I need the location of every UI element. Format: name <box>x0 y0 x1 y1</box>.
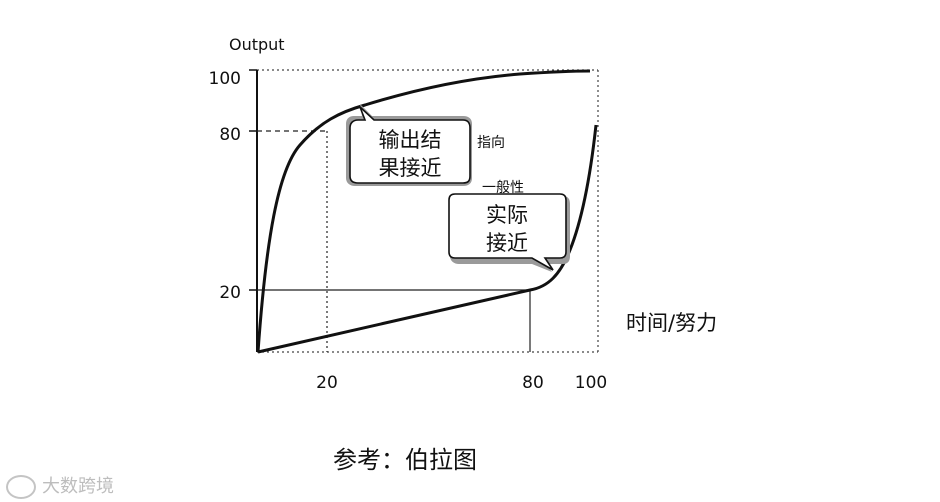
callout-lower <box>448 193 570 272</box>
callout-lower-line1: 实际 <box>486 203 528 227</box>
x-axis-label: 时间/努力 <box>626 311 717 335</box>
figure-caption: 参考：伯拉图 <box>333 446 477 474</box>
callout-lower-line2: 接近 <box>486 231 528 255</box>
x-tick-label-80: 80 <box>522 373 544 393</box>
y-axis-label: Output <box>229 35 285 54</box>
y-tick-label-20: 20 <box>219 283 241 303</box>
callout-upper-body <box>349 106 471 184</box>
x-tick-label-100: 100 <box>575 373 607 393</box>
x-tick-label-20: 20 <box>316 373 338 393</box>
callout-upper-line2: 果接近 <box>379 156 442 180</box>
watermark-logo-icon <box>6 475 36 499</box>
watermark-text: 大数跨境 <box>42 476 114 497</box>
ideal-output-curve <box>256 69 591 353</box>
annotation-general: 一般性 <box>482 180 524 196</box>
callout-upper <box>346 104 472 186</box>
callout-upper-line1: 输出结 <box>379 128 442 152</box>
plot-frame <box>256 69 599 353</box>
callout-lower-body <box>448 193 567 271</box>
annotation-pointer: 指向 <box>477 135 505 151</box>
watermark: 大数跨境 <box>6 472 114 499</box>
y-tick-label-80: 80 <box>219 125 241 145</box>
y-tick-marks <box>249 69 257 291</box>
actual-output-curve <box>257 124 598 354</box>
y-tick-label-100: 100 <box>209 69 241 89</box>
